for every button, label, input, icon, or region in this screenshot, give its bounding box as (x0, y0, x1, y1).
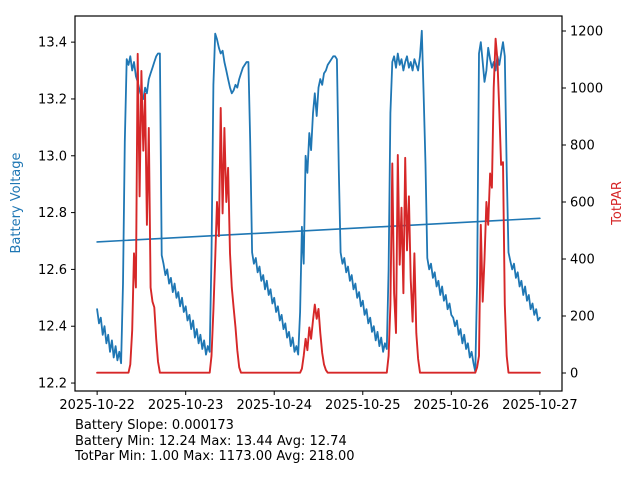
svg-text:13.2: 13.2 (38, 92, 67, 107)
svg-text:2025-10-24: 2025-10-24 (236, 398, 312, 413)
svg-text:13.4: 13.4 (38, 36, 67, 51)
svg-text:12.8: 12.8 (38, 206, 67, 221)
svg-text:400: 400 (570, 252, 595, 267)
chart-generated-plot: 2025-10-22 2025-10-23 2025-10-24 2025-10-25… (38, 15, 603, 413)
battery-minmax-text: Battery Min: 12.24 Max: 13.44 Avg: 12.74 (75, 433, 347, 449)
svg-text:600: 600 (570, 195, 595, 210)
battery-slope-text: Battery Slope: 0.000173 (75, 418, 234, 433)
svg-text:1200: 1200 (570, 24, 603, 39)
stats-block: Battery Slope: 0.000173 Battery Min: 12.… (75, 418, 355, 465)
svg-text:13.0: 13.0 (38, 149, 67, 164)
svg-text:1000: 1000 (570, 81, 603, 96)
svg-text:12.2: 12.2 (38, 377, 67, 392)
svg-text:2025-10-25: 2025-10-25 (325, 398, 401, 413)
svg-text:2025-10-23: 2025-10-23 (148, 398, 224, 413)
right-axis-label: TotPAR (610, 181, 625, 226)
svg-text:12.4: 12.4 (38, 320, 67, 335)
totpar-minmax-text: TotPar Min: 1.00 Max: 1173.00 Avg: 218.0… (75, 449, 355, 464)
svg-text:0: 0 (570, 366, 578, 381)
svg-text:2025-10-26: 2025-10-26 (414, 398, 490, 413)
svg-text:2025-10-22: 2025-10-22 (59, 398, 135, 413)
svg-text:2025-10-27: 2025-10-27 (502, 398, 578, 413)
svg-text:12.6: 12.6 (38, 263, 67, 278)
left-axis-label: Battery Voltage (9, 152, 24, 253)
svg-text:800: 800 (570, 138, 595, 153)
svg-text:200: 200 (570, 309, 595, 324)
